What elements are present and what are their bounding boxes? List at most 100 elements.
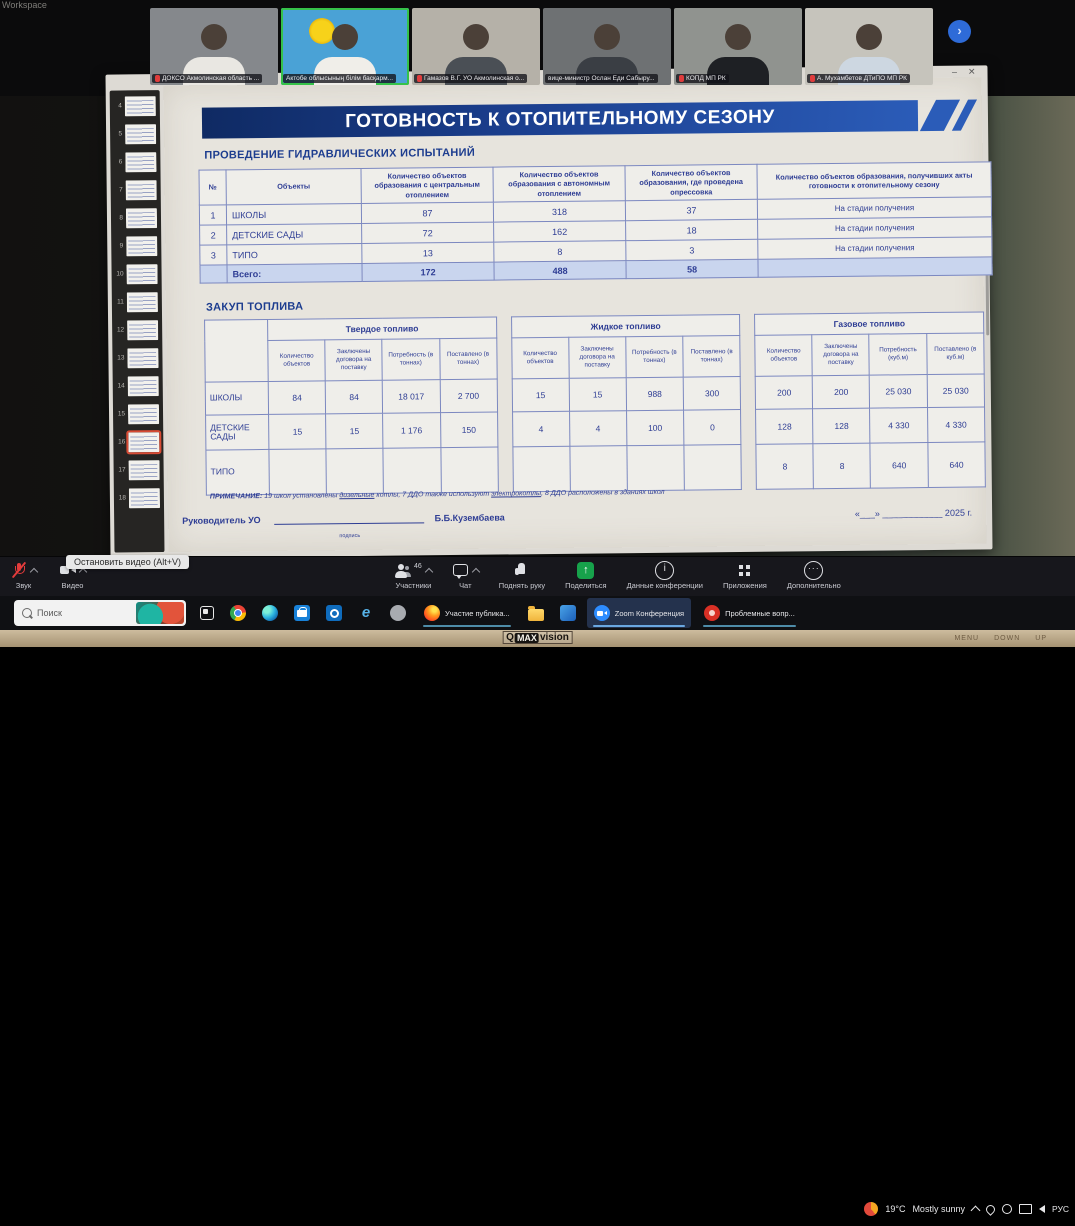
taskbar-folder[interactable]: [523, 598, 549, 628]
slide-preview: [127, 376, 159, 397]
participant-tile[interactable]: А. Мухамбетов ДТиПО МП РК: [805, 8, 933, 85]
slide-thumbnail[interactable]: 5: [113, 124, 160, 145]
slide-thumbnail[interactable]: 17: [117, 460, 164, 481]
slide-thumbnail[interactable]: 7: [114, 180, 161, 201]
tray-overflow-icon[interactable]: [970, 1205, 981, 1216]
taskbar-store[interactable]: [289, 598, 315, 628]
fuel-column-header: Потребность (в тоннах): [625, 336, 684, 378]
fuel-subheader-row: Количество объектов Заключены договора на…: [755, 332, 985, 377]
slide-thumbnail[interactable]: 13: [115, 348, 162, 369]
toolbar-raise-hand[interactable]: Поднять руку: [499, 561, 545, 590]
fuel-column-header: Поставлено (в тоннах): [439, 338, 497, 380]
toolbar-share[interactable]: Поделиться: [565, 561, 607, 590]
slide-thumbnail[interactable]: 18: [117, 488, 164, 509]
toolbar-video[interactable]: Видео: [59, 561, 88, 590]
info-icon: [655, 560, 675, 580]
monitor-brand-logo: Q MAX vision: [502, 631, 573, 644]
next-participants-button[interactable]: ›: [948, 20, 971, 43]
display-icon[interactable]: [1018, 1204, 1032, 1214]
slide-thumbnail[interactable]: 11: [115, 292, 162, 313]
toolbar-label: Данные конференции: [626, 581, 703, 590]
slide-thumbnail[interactable]: 14: [116, 376, 163, 397]
monitor-buttons: MENU DOWN UP: [954, 635, 1047, 642]
users-icon: [395, 562, 412, 579]
slide-title-banner: ГОТОВНОСТЬ К ОТОПИТЕЛЬНОМУ СЕЗОНУ: [201, 100, 919, 139]
participant-name-label: КОПД МП РК: [676, 74, 729, 83]
slide-preview: [127, 348, 159, 369]
slide-number: 18: [118, 494, 126, 502]
slide-thumbnail[interactable]: 4: [113, 96, 160, 117]
taskbar-pdf[interactable]: Проблемные вопр...: [697, 598, 802, 628]
monitor-bezel: Q MAX vision MENU DOWN UP: [0, 630, 1075, 647]
weather-icon[interactable]: [864, 1202, 879, 1216]
taskbar-edge[interactable]: [257, 598, 283, 628]
toolbar-meeting-info[interactable]: Данные конференции: [626, 560, 703, 590]
edge-icon: [262, 605, 278, 621]
apps-icon: [736, 562, 753, 579]
toolbar-label: Дополнительно: [786, 581, 841, 590]
minimize-button[interactable]: –: [951, 66, 958, 77]
chevron-up-icon[interactable]: [29, 567, 39, 576]
screen-photo: Workspace ДОКСО Акмолинская область ... А…: [0, 0, 1075, 647]
taskbar-outlook[interactable]: [321, 598, 347, 628]
participant-tile[interactable]: вице-министр Ослан Еди Сабыру...: [543, 8, 671, 85]
slide-preview: [124, 96, 156, 117]
taskbar-globe[interactable]: [385, 598, 411, 628]
taskbar-ie[interactable]: [353, 598, 379, 628]
taskbar-firefox[interactable]: Участие публика...: [417, 598, 517, 628]
chevron-up-icon[interactable]: [471, 567, 481, 576]
participant-tile[interactable]: ДОКСО Акмолинская область ...: [150, 8, 278, 85]
monitor-menu-button[interactable]: MENU: [954, 635, 980, 642]
status-ring-icon[interactable]: [1001, 1204, 1012, 1214]
search-highlight-image[interactable]: [136, 602, 184, 624]
taskbar-blueapp[interactable]: [555, 598, 581, 628]
search-input[interactable]: Поиск: [14, 600, 186, 626]
slide-thumbnail[interactable]: 15: [116, 404, 163, 425]
slide-thumbnail[interactable]: 16: [116, 430, 163, 455]
slide-thumbnail[interactable]: 10: [114, 264, 161, 285]
close-button[interactable]: ✕: [967, 66, 976, 77]
fuel-row-label: ТИПО: [205, 449, 270, 496]
slide-number: 12: [116, 326, 125, 334]
participant-name-label: вице-министр Ослан Еди Сабыру...: [545, 74, 658, 83]
fuel-row-label: ДЕТСКИЕ САДЫ: [205, 414, 270, 451]
column-header: Количество объектов образования, где про…: [624, 164, 758, 201]
slide-preview: [125, 124, 157, 145]
participant-tile[interactable]: Актобе облысының білім басқарм...: [281, 8, 409, 85]
participant-name: КОПД МП РК: [686, 75, 726, 82]
mute-indicator: [11, 561, 27, 578]
monitor-up-button[interactable]: UP: [1035, 635, 1047, 642]
slide-number: 9: [119, 242, 124, 250]
weather-condition[interactable]: Mostly sunny: [912, 1204, 965, 1214]
slide-thumbnail[interactable]: 8: [114, 208, 161, 229]
taskbar-chrome[interactable]: [225, 598, 251, 628]
taskbar-zoom[interactable]: Zoom Конференция: [586, 598, 692, 628]
signature-block: Руководитель УО подпись Б.Б.Кузембаева «…: [182, 508, 972, 544]
window-controls: – ✕: [952, 67, 976, 78]
slide-thumbnail[interactable]: 6: [113, 152, 160, 173]
fuel-row: ДЕТСКИЕ САДЫ 15 15 1 176 150: [205, 412, 498, 451]
slide-thumbnail[interactable]: 12: [115, 320, 162, 341]
participant-tile[interactable]: Гамазов В.Г. УО Акмолинская о...: [412, 8, 540, 85]
slide-preview: [126, 236, 158, 257]
toolbar-audio[interactable]: Звук: [10, 561, 39, 590]
toolbar-label: Участники: [395, 581, 432, 590]
fuel-row: ШКОЛЫ 84 84 18 017 2 700: [205, 379, 498, 416]
participant-tile[interactable]: КОПД МП РК: [674, 8, 802, 85]
taskview-icon: [200, 606, 214, 620]
fuel-column-header: Заключены договора на поставку: [568, 336, 626, 379]
toolbar-participants[interactable]: 46 Участники: [395, 561, 434, 590]
volume-icon[interactable]: [1038, 1205, 1045, 1213]
toolbar-apps[interactable]: Приложения: [723, 561, 767, 590]
taskbar: Поиск Участие публика... Zoom Конференция…: [0, 596, 1075, 1216]
weather-temperature[interactable]: 19°C: [885, 1204, 906, 1214]
location-icon[interactable]: [984, 1202, 997, 1216]
monitor-down-button[interactable]: DOWN: [994, 635, 1021, 642]
toolbar-more[interactable]: Дополнительно: [786, 560, 841, 590]
chevron-up-icon[interactable]: [424, 567, 434, 576]
slide-preview: [125, 208, 158, 229]
slide-thumbnail[interactable]: 9: [114, 236, 161, 257]
language-indicator[interactable]: РУС: [1051, 1204, 1069, 1214]
taskbar-taskview[interactable]: [195, 598, 219, 628]
toolbar-chat[interactable]: Чат: [452, 561, 481, 590]
